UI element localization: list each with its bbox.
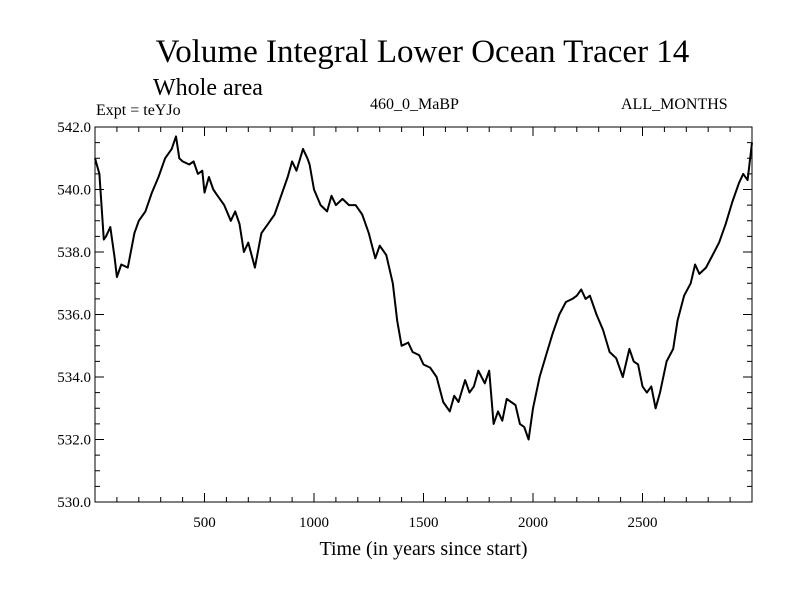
y-tick-label: 534.0 bbox=[57, 370, 91, 386]
months-label: ALL_MONTHS bbox=[621, 96, 728, 113]
y-tick-label: 532.0 bbox=[57, 433, 91, 449]
x-axis-label: Time (in years since start) bbox=[319, 538, 528, 560]
plot-frame bbox=[94, 126, 753, 503]
series-line bbox=[94, 135, 753, 441]
y-tick-label: 540.0 bbox=[57, 183, 91, 199]
x-tick-label: 2500 bbox=[628, 515, 658, 531]
x-tick-label: 2000 bbox=[518, 515, 548, 531]
chart-subtitle: Whole area bbox=[153, 75, 263, 101]
y-tick-label: 538.0 bbox=[57, 245, 91, 261]
period-label: 460_0_MaBP bbox=[370, 96, 459, 113]
y-tick-label: 542.0 bbox=[57, 120, 91, 136]
experiment-label: Expt = teYJo bbox=[96, 102, 181, 119]
y-tick-label: 536.0 bbox=[57, 308, 91, 324]
x-tick-label: 1500 bbox=[409, 515, 439, 531]
x-tick-label: 500 bbox=[193, 515, 216, 531]
x-tick-label: 1000 bbox=[299, 515, 329, 531]
y-tick-label: 530.0 bbox=[57, 495, 91, 511]
chart-title: Volume Integral Lower Ocean Tracer 14 bbox=[155, 34, 690, 70]
